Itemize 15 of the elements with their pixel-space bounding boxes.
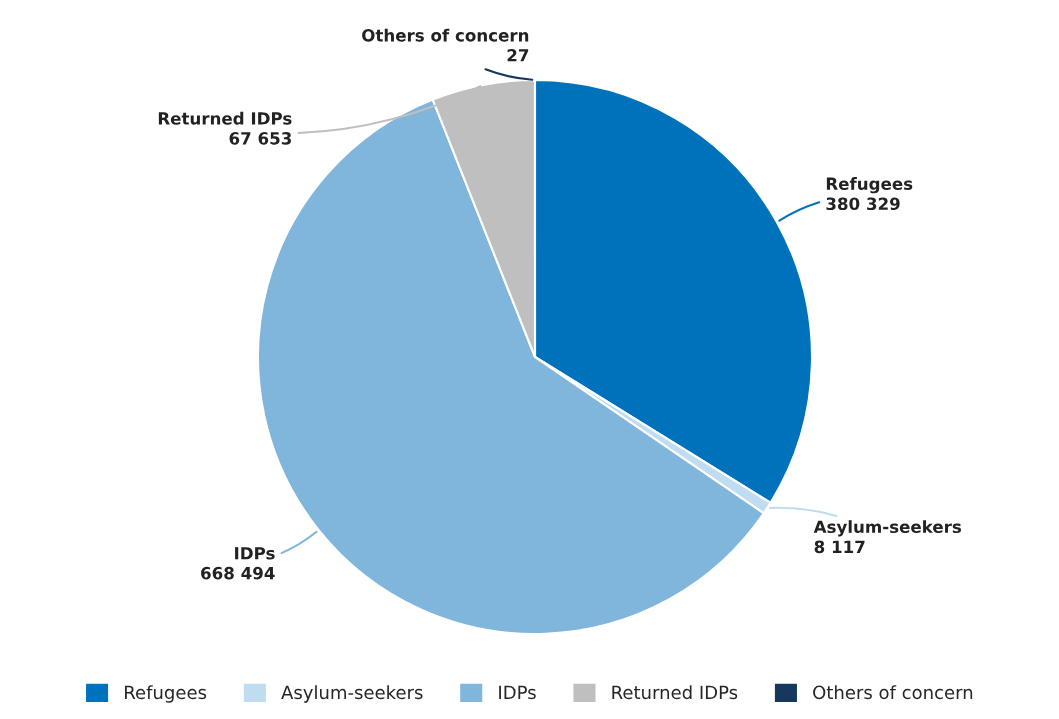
slice-label: Returned IDPs <box>158 111 292 125</box>
legend-label: Others of concern <box>813 685 973 700</box>
slice-label: IDPs <box>235 547 275 560</box>
slice-label: Others of concern <box>362 28 529 42</box>
legend-label: Returned IDPs <box>612 685 738 700</box>
slice-label: Asylum-seekers <box>813 520 961 537</box>
legend-label: Asylum-seekers <box>281 685 423 703</box>
data-label: 8 117 <box>814 540 865 554</box>
data-label: 27 <box>507 48 529 62</box>
legend-label: Refugees <box>125 685 207 703</box>
data-label: 380 329 <box>826 197 900 211</box>
data-label: 668 494 <box>201 566 275 580</box>
slice-label: Refugees <box>826 177 913 194</box>
legend-label: IDPs <box>499 685 536 700</box>
data-label: 67 653 <box>229 132 291 145</box>
